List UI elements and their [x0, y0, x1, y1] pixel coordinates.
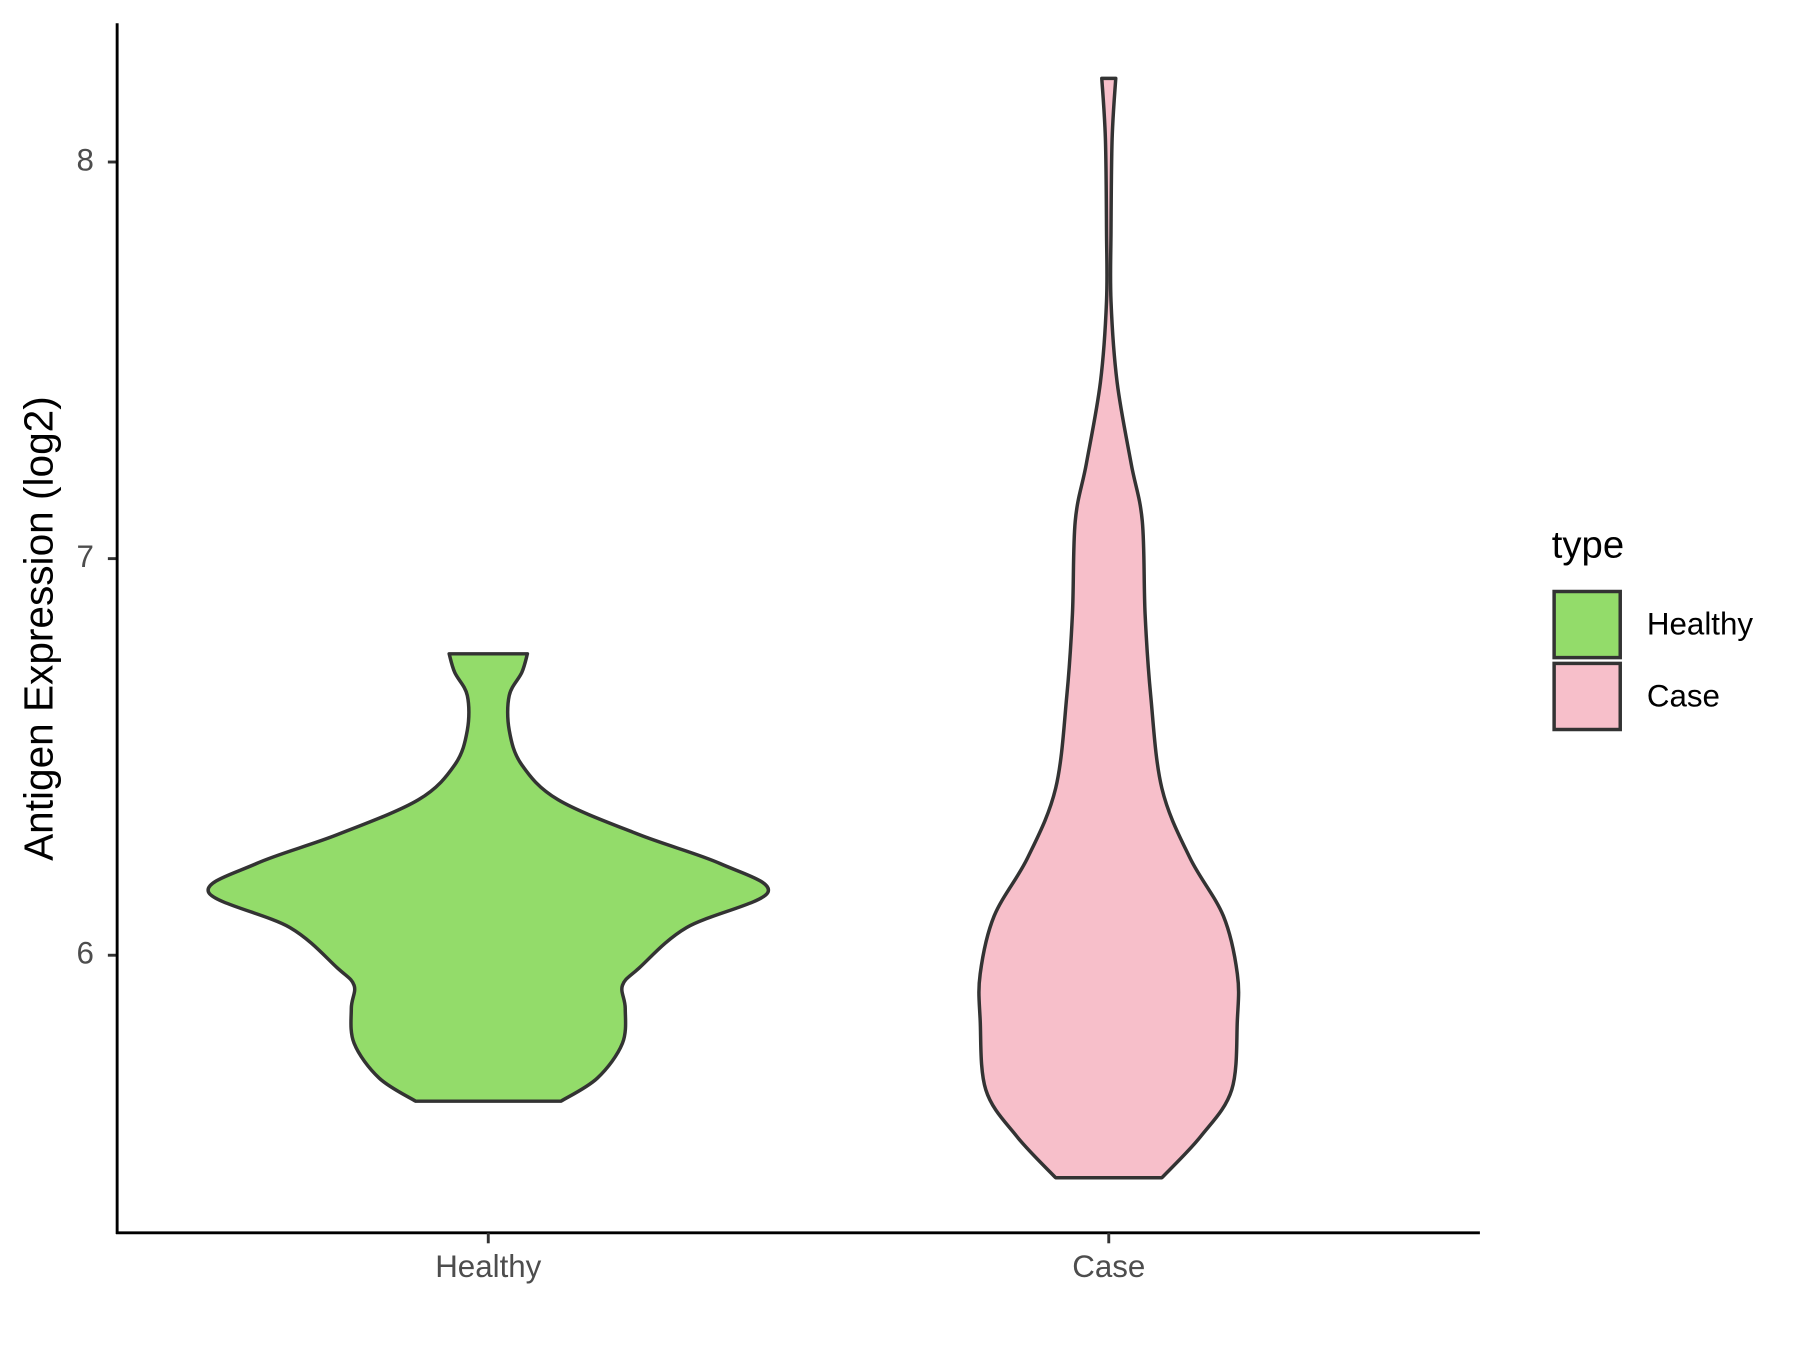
legend-swatch	[1552, 589, 1622, 660]
legend-label: Healthy	[1647, 607, 1753, 642]
y-tick-label: 7	[77, 539, 94, 574]
x-tick-label: Healthy	[435, 1249, 541, 1284]
y-axis-title: Antigen Expression (log2)	[15, 396, 61, 861]
legend-title: type	[1552, 524, 1624, 567]
y-tick-label: 8	[77, 142, 94, 177]
legend-label: Case	[1647, 678, 1720, 713]
x-tick-label: Case	[1072, 1249, 1145, 1284]
violin	[206, 652, 771, 1103]
legend-swatch	[1552, 661, 1622, 732]
violin	[977, 76, 1241, 1180]
y-tick-label: 6	[77, 935, 94, 970]
